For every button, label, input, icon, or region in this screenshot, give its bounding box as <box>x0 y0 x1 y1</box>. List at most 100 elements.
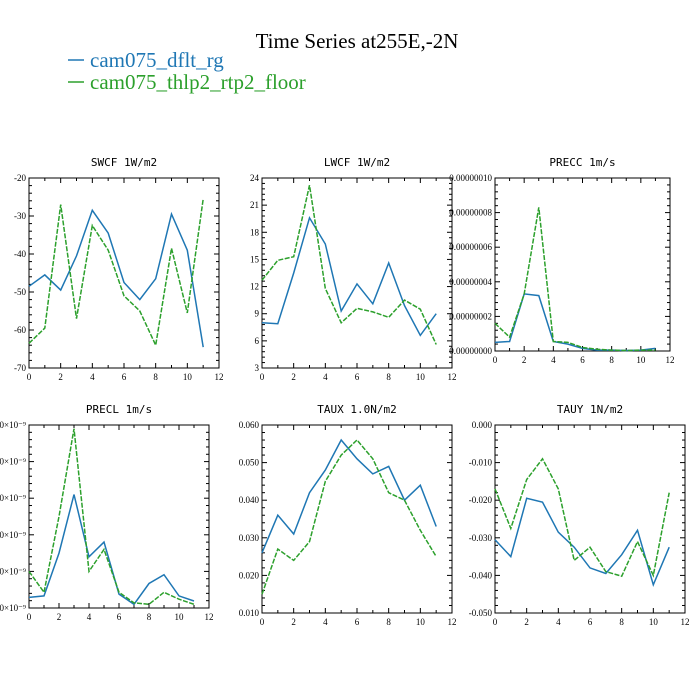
series-line-dflt <box>261 215 437 337</box>
legend-label-thlp2: cam075_thlp2_rtp2_floor <box>90 70 306 94</box>
panel-title: TAUX 1.0N/m2 <box>317 403 396 416</box>
panel-title: SWCF 1W/m2 <box>91 156 157 169</box>
chart-panels: SWCF 1W/m20 2 4 6 8 10 12-70-60-50-40-30-20LWC… <box>0 156 690 627</box>
y-tick-label: 2.0×10⁻⁹ <box>0 530 26 540</box>
chart-panel-5: TAUX 1.0N/m2 0 2 4 6 8 10 12 0.010 0.020 0.030 0.04… <box>239 403 457 627</box>
y-tick-label: 9 <box>255 309 260 319</box>
x-tick-label: 10 <box>636 355 646 365</box>
series-line-dflt <box>28 208 204 348</box>
panel-title: PRECL 1m/s <box>86 403 152 416</box>
y-tick-label: 0.00000004 <box>449 277 492 287</box>
x-tick-label: 10 <box>649 617 659 627</box>
y-tick-label: -0.020 <box>469 495 493 505</box>
y-tick-label: 3 <box>255 363 260 373</box>
series-line-thlp2 <box>28 198 204 348</box>
x-tick-label: 2 <box>291 617 296 627</box>
y-tick-label: 21 <box>250 200 259 210</box>
x-tick-label: 2 <box>522 355 527 365</box>
y-tick-label: 0.0×10⁻⁹ <box>0 603 26 613</box>
y-tick-label: -60 <box>14 325 26 335</box>
series-line-dflt <box>494 293 656 352</box>
x-tick-label: 0 <box>260 372 265 382</box>
y-tick-label: 5.0×10⁻⁹ <box>0 420 26 430</box>
x-tick-label: 8 <box>386 617 391 627</box>
plot-frame <box>261 177 453 369</box>
y-tick-label: -50 <box>14 287 26 297</box>
y-tick-label: -30 <box>14 211 26 221</box>
y-tick-label: 0.010 <box>239 608 260 618</box>
chart-panel-3: PRECC 1m/s 0 2 4 6 8 10 12 0.00000000 0.00000002 0… <box>449 156 674 365</box>
y-tick-label: 0.00000006 <box>449 242 492 252</box>
x-tick-label: 12 <box>666 355 675 365</box>
plot-frame <box>28 424 210 609</box>
y-tick-label: 15 <box>250 254 260 264</box>
x-tick-label: 12 <box>205 612 214 622</box>
y-tick-label: 18 <box>250 227 260 237</box>
x-tick-label: 12 <box>448 617 457 627</box>
x-tick-label: 4 <box>87 612 92 622</box>
x-tick-label: 12 <box>448 372 457 382</box>
legend: cam075_dflt_rg cam075_thlp2_rtp2_floor <box>68 48 306 94</box>
x-tick-label: 6 <box>117 612 122 622</box>
panel-title: PRECC 1m/s <box>549 156 615 169</box>
x-tick-label: 4 <box>90 372 95 382</box>
x-tick-label: 6 <box>588 617 593 627</box>
x-tick-label: 4 <box>551 355 556 365</box>
series-line-thlp2 <box>28 428 195 606</box>
x-tick-label: 2 <box>524 617 529 627</box>
x-tick-label: 10 <box>416 617 426 627</box>
y-tick-label: 0.060 <box>239 420 260 430</box>
x-tick-label: 2 <box>58 372 63 382</box>
y-tick-label: -70 <box>14 363 26 373</box>
y-tick-label: -0.050 <box>469 608 493 618</box>
legend-label-dflt: cam075_dflt_rg <box>90 48 224 72</box>
x-tick-label: 8 <box>619 617 624 627</box>
y-tick-label: 4.0×10⁻⁹ <box>0 457 26 467</box>
series-line-thlp2 <box>494 207 656 352</box>
x-tick-label: 12 <box>215 372 224 382</box>
x-tick-label: 8 <box>147 612 152 622</box>
x-tick-label: 0 <box>260 617 265 627</box>
plot-frame <box>494 177 671 352</box>
x-tick-label: 6 <box>355 617 360 627</box>
chart-panel-1: SWCF 1W/m2 0 2 4 6 8 10 12 -70 -60 -50 -40 -30 -20 <box>14 156 224 382</box>
x-tick-label: 0 <box>27 372 32 382</box>
figure-title: Time Series at255E,-2N <box>256 29 459 53</box>
x-tick-label: 10 <box>183 372 193 382</box>
y-tick-label: 0.040 <box>239 495 260 505</box>
chart-panel-6: TAUY 1N/m2 0 2 4 6 8 10 12 -0.050 -0.040 -0.030 -0.… <box>469 403 690 627</box>
series-line-dflt <box>28 494 195 606</box>
x-tick-label: 0 <box>27 612 32 622</box>
series-line-thlp2 <box>494 457 670 578</box>
x-tick-label: 0 <box>493 617 498 627</box>
x-tick-label: 4 <box>323 372 328 382</box>
y-tick-label: 0.00000000 <box>449 346 492 356</box>
plot-frame <box>261 424 453 614</box>
x-tick-label: 2 <box>57 612 62 622</box>
x-tick-label: 8 <box>153 372 158 382</box>
series-line-thlp2 <box>261 438 437 595</box>
y-tick-label: 3.0×10⁻⁹ <box>0 493 26 503</box>
series-line-dflt <box>494 497 670 588</box>
x-tick-label: 8 <box>386 372 391 382</box>
series-line-thlp2 <box>261 185 437 345</box>
chart-panel-4: PRECL 1m/s 0 2 4 6 8 10 12 0.0×10⁻⁹ 1.0×10⁻⁹ 2.0×1… <box>0 403 214 622</box>
y-tick-label: -0.040 <box>469 570 493 580</box>
x-tick-label: 8 <box>609 355 614 365</box>
x-tick-label: 6 <box>580 355 585 365</box>
y-tick-label: -0.010 <box>469 458 493 468</box>
y-tick-label: 0.000 <box>472 420 493 430</box>
x-tick-label: 6 <box>355 372 360 382</box>
y-tick-label: 0.00000002 <box>449 311 492 321</box>
y-tick-label: 0.020 <box>239 570 260 580</box>
y-tick-label: 12 <box>250 282 259 292</box>
x-tick-label: 12 <box>681 617 690 627</box>
y-tick-label: 6 <box>255 336 260 346</box>
x-tick-label: 2 <box>291 372 296 382</box>
x-tick-label: 10 <box>416 372 426 382</box>
panel-title: TAUY 1N/m2 <box>557 403 623 416</box>
panel-title: LWCF 1W/m2 <box>324 156 390 169</box>
y-tick-label: 0.00000010 <box>449 173 492 183</box>
